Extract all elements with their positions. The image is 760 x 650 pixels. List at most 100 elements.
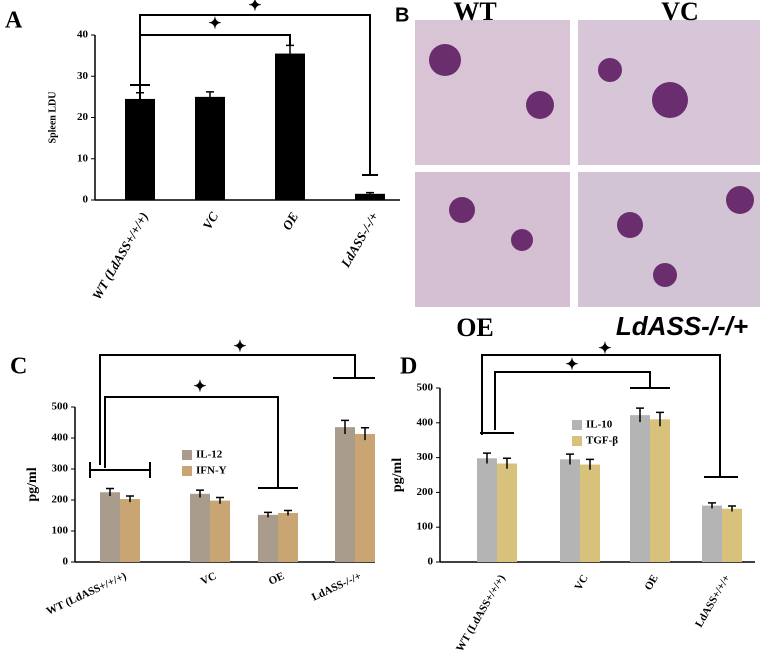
y-tick-label: 0 bbox=[83, 194, 89, 206]
legend-swatch bbox=[182, 466, 192, 476]
bar bbox=[258, 514, 278, 562]
bar bbox=[120, 499, 140, 562]
significance-star: ✦ bbox=[565, 357, 578, 374]
error-bar bbox=[206, 91, 214, 102]
bar bbox=[278, 513, 298, 562]
y-tick-label: 200 bbox=[52, 494, 69, 506]
bar bbox=[275, 53, 305, 200]
error-bar bbox=[503, 457, 511, 469]
panel-label: B bbox=[395, 4, 409, 26]
legend-label: IL-10 bbox=[586, 419, 613, 431]
micrograph bbox=[415, 20, 570, 165]
significance-star: ✦ bbox=[598, 341, 611, 358]
bracket bbox=[99, 354, 356, 465]
x-tick-label: VC bbox=[199, 570, 219, 588]
bar bbox=[335, 427, 355, 562]
error-bar bbox=[483, 452, 491, 464]
y-tick-label: 0 bbox=[63, 556, 69, 568]
x-tick-label: VC bbox=[572, 573, 590, 593]
bar bbox=[560, 459, 580, 562]
y-tick-label: 300 bbox=[417, 451, 434, 463]
error-bar bbox=[126, 495, 134, 503]
bar bbox=[355, 193, 385, 200]
y-axis-label: Spleen LDU bbox=[47, 92, 58, 144]
y-tick-label: 500 bbox=[52, 401, 69, 413]
y-tick-label: 30 bbox=[77, 70, 89, 82]
legend-label: TGF-β bbox=[586, 435, 618, 447]
error-bar bbox=[708, 502, 716, 509]
y-tick-label: 400 bbox=[52, 432, 69, 444]
x-tick-label: LdASS+/+/+ bbox=[693, 573, 733, 630]
bracket bbox=[494, 371, 651, 430]
error-bar bbox=[196, 489, 204, 498]
bar bbox=[355, 433, 375, 562]
legend-swatch bbox=[572, 436, 582, 446]
bar bbox=[580, 464, 600, 562]
significance-star: ✦ bbox=[208, 16, 221, 33]
error-bar bbox=[136, 92, 144, 106]
x-tick-label: OE bbox=[642, 573, 660, 593]
error-bar bbox=[656, 411, 664, 427]
panel-label: D bbox=[400, 354, 417, 380]
bar bbox=[477, 458, 497, 562]
y-axis-label: pg/ml bbox=[390, 458, 405, 492]
legend-swatch bbox=[182, 450, 192, 460]
bar bbox=[190, 493, 210, 562]
error-bar bbox=[264, 511, 272, 518]
panel-label: A bbox=[5, 8, 23, 34]
x-tick-label: WT (LdASS+/+/+) bbox=[454, 572, 508, 650]
bar bbox=[497, 463, 517, 562]
nuclei bbox=[429, 44, 754, 287]
bracket bbox=[104, 396, 279, 488]
error-bar bbox=[566, 453, 574, 465]
x-tick-label: VC bbox=[200, 209, 222, 232]
bar bbox=[125, 98, 155, 200]
error-bar bbox=[636, 407, 644, 423]
x-tick-label: OE bbox=[267, 570, 286, 588]
y-tick-label: 300 bbox=[52, 463, 69, 475]
micrograph-label: OE bbox=[456, 313, 494, 342]
significance-brackets bbox=[89, 14, 738, 489]
error-bar bbox=[106, 487, 114, 496]
micrograph-label: VC bbox=[661, 0, 699, 26]
bracket bbox=[139, 14, 371, 175]
bar bbox=[702, 505, 722, 562]
bracket bbox=[481, 354, 721, 477]
error-bar bbox=[216, 496, 224, 504]
y-axis-label: pg/ml bbox=[25, 467, 40, 501]
bar bbox=[100, 492, 120, 562]
bar bbox=[722, 508, 742, 562]
x-tick-label: WT (LdASS+/+/+) bbox=[89, 209, 151, 302]
y-tick-label: 400 bbox=[417, 416, 434, 428]
y-tick-label: 20 bbox=[77, 111, 89, 123]
bar bbox=[650, 419, 670, 562]
y-tick-label: 0 bbox=[428, 556, 434, 568]
significance-star: ✦ bbox=[193, 379, 206, 396]
significance-star: ✦ bbox=[233, 339, 246, 356]
error-bar bbox=[286, 44, 294, 62]
y-tick-label: 100 bbox=[417, 521, 434, 533]
micrograph-label: LdASS-/-/+ bbox=[616, 311, 748, 341]
y-tick-label: 10 bbox=[77, 152, 89, 164]
error-bar bbox=[284, 509, 292, 516]
legend-label: IFN-Y bbox=[196, 465, 227, 477]
error-bar bbox=[366, 191, 374, 196]
bar bbox=[195, 96, 225, 200]
x-tick-label: OE bbox=[279, 209, 301, 232]
legend-swatch bbox=[572, 420, 582, 430]
x-tick-label: WT (LdASS+/+/+) bbox=[45, 570, 129, 618]
error-bar bbox=[341, 419, 349, 434]
micrograph-panel: B WT VC OE LdASS-/-/+ bbox=[395, 0, 760, 342]
x-tick-label: LdASS-/-/+ bbox=[310, 570, 363, 603]
x-tick-label: LdASS-/-/+ bbox=[337, 209, 381, 270]
y-tick-label: 500 bbox=[417, 382, 434, 394]
y-tick-label: 40 bbox=[77, 29, 89, 41]
bar bbox=[630, 415, 650, 562]
bar bbox=[210, 500, 230, 562]
y-tick-label: 200 bbox=[417, 486, 434, 498]
error-bar bbox=[728, 505, 736, 512]
micrograph bbox=[415, 172, 570, 307]
y-tick-label: 100 bbox=[52, 525, 69, 537]
micrograph-label: WT bbox=[453, 0, 496, 26]
